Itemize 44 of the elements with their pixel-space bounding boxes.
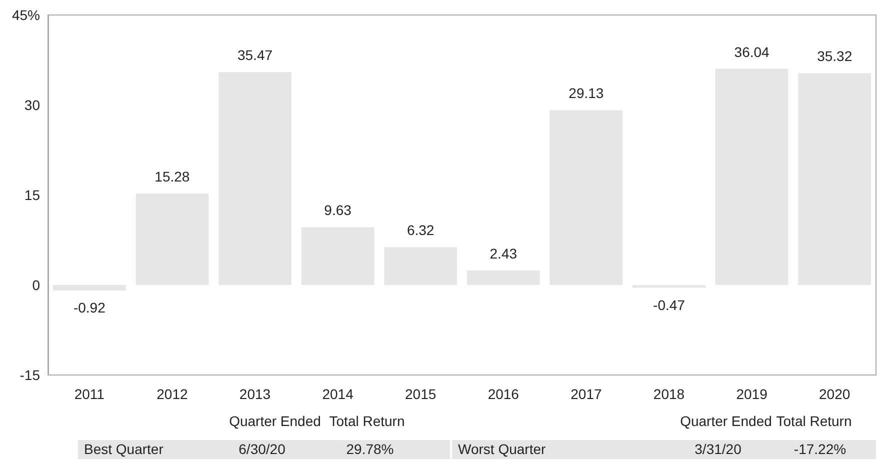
data-label: 35.32: [817, 48, 852, 64]
y-tick-label: 45%: [12, 7, 40, 23]
y-tick-label: -15: [20, 367, 40, 383]
x-tick-label: 2011: [74, 386, 105, 402]
data-label: 6.32: [406, 222, 434, 238]
data-label: 36.04: [734, 44, 770, 60]
x-tick-label: 2012: [156, 386, 188, 402]
bar: [136, 193, 209, 285]
bar: [218, 72, 292, 285]
text: 3/31/20: [694, 441, 742, 457]
data-label: 2.43: [490, 245, 518, 262]
text: Quarter Ended: [229, 413, 321, 429]
x-tick-label: 2018: [653, 386, 685, 402]
x-tick-label: 2017: [570, 386, 602, 402]
data-label: 15.28: [154, 168, 190, 184]
text: Total Return: [329, 413, 405, 429]
bar: [52, 285, 126, 291]
y-tick-label: 30: [24, 97, 40, 113]
data-label: 29.13: [568, 85, 604, 102]
x-tick-label: 2016: [488, 386, 520, 402]
bar: [466, 270, 540, 285]
bar: [301, 227, 374, 285]
text: Quarter Ended: [680, 413, 772, 429]
bar: [715, 68, 788, 285]
x-tick-label: 2015: [405, 386, 436, 402]
data-label: -0.92: [73, 300, 106, 316]
x-tick-label: 2020: [819, 386, 850, 402]
data-label: 35.47: [237, 47, 273, 64]
y-tick-label: 0: [32, 277, 40, 293]
bar: [384, 247, 458, 285]
data-label: -0.47: [653, 296, 686, 313]
text: Best Quarter: [84, 441, 164, 457]
x-tick-label: 2013: [239, 386, 271, 402]
data-label: 9.63: [324, 202, 352, 218]
text: 6/30/20: [238, 441, 286, 457]
text: 29.78%: [346, 441, 394, 457]
y-tick-label: 15: [24, 187, 40, 203]
x-tick-label: 2019: [736, 386, 768, 402]
text: Worst Quarter: [458, 441, 546, 457]
x-tick-label: 2014: [322, 386, 354, 402]
text: -17.22%: [794, 441, 846, 457]
text: Total Return: [776, 413, 852, 429]
bar: [550, 110, 623, 285]
bar: [798, 73, 872, 285]
